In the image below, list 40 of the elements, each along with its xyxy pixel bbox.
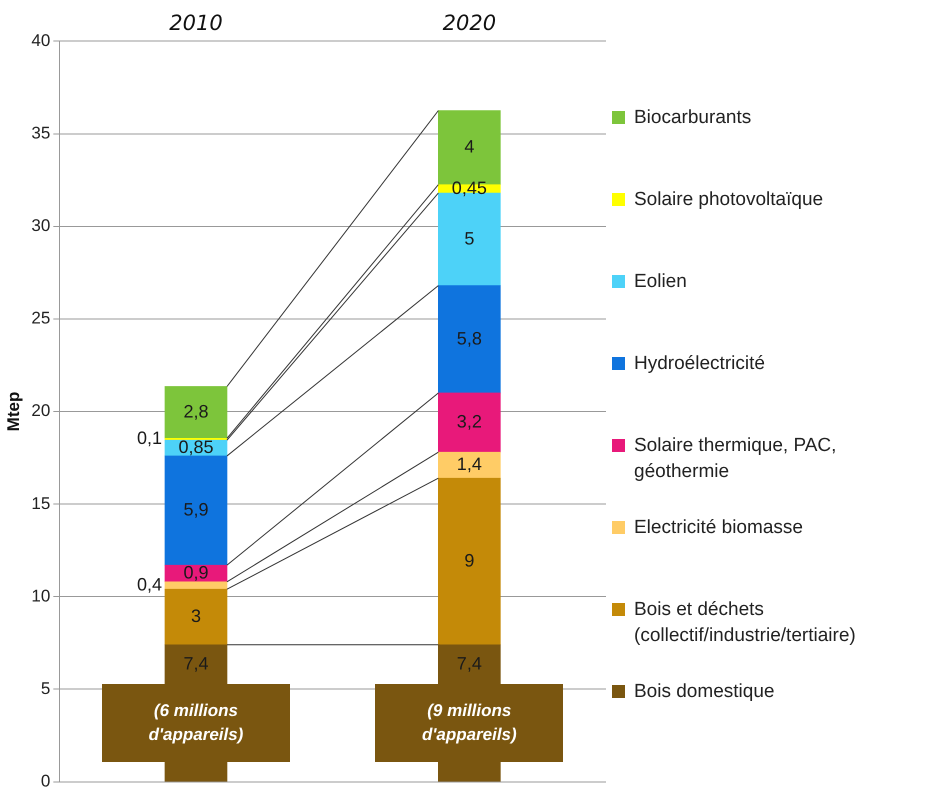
data-label: 1,4 bbox=[456, 454, 482, 474]
y-tick-label: 5 bbox=[40, 678, 50, 698]
annotation: (6 millions d'appareils) bbox=[148, 700, 244, 746]
caption-box: (6 millions d'appareils) bbox=[102, 684, 290, 762]
legend-label: Hydroélectricité bbox=[634, 352, 765, 376]
data-label: 3,2 bbox=[456, 412, 482, 432]
legend-label: Bois et déchets (collectif/industrie/tertiaire) bbox=[634, 598, 857, 648]
caption-box: (9 millions d'appareils) bbox=[375, 684, 564, 762]
legend-label: Electricité biomasse bbox=[634, 516, 803, 540]
y-tick-label: 30 bbox=[31, 216, 50, 236]
y-tick-label: 25 bbox=[31, 308, 50, 328]
data-label: 3 bbox=[190, 606, 201, 626]
legend-label: Biocarburants bbox=[634, 106, 752, 130]
annotation: (9 millions d'appareils) bbox=[420, 700, 518, 746]
y-tick-label: 20 bbox=[31, 401, 50, 420]
y-tick-label: 15 bbox=[31, 494, 50, 513]
data-label: 4 bbox=[464, 136, 474, 157]
y-tick-label: 40 bbox=[31, 30, 50, 50]
data-label: 5,9 bbox=[183, 500, 208, 520]
data-label: 9 bbox=[464, 550, 474, 570]
y-tick-label: 10 bbox=[31, 586, 50, 606]
x-tick-label: 2020 bbox=[442, 11, 496, 36]
data-label: 0,1 bbox=[136, 428, 162, 448]
data-label: 0,85 bbox=[178, 437, 214, 458]
data-label: 7,4 bbox=[183, 653, 208, 674]
data-label: 0,9 bbox=[183, 562, 208, 582]
y-axis-title: Mtep bbox=[4, 392, 23, 432]
legend-label: Eolien bbox=[634, 270, 687, 294]
legend-label: Solaire thermique, PAC, géothermie bbox=[634, 434, 838, 484]
legend-label: Bois domestique bbox=[634, 680, 774, 704]
data-label: 7,4 bbox=[456, 653, 482, 674]
x-tick-label: 2010 bbox=[169, 11, 223, 36]
data-label: 5,8 bbox=[456, 328, 482, 348]
data-label: 5 bbox=[464, 228, 474, 248]
legend-label: Solaire photovoltaïque bbox=[634, 188, 824, 212]
y-tick-label: 0 bbox=[40, 771, 50, 790]
data-label: 0,4 bbox=[136, 574, 162, 595]
data-label: 0,45 bbox=[452, 178, 487, 198]
y-tick-label: 35 bbox=[31, 123, 50, 142]
data-label: 2,8 bbox=[183, 401, 208, 422]
